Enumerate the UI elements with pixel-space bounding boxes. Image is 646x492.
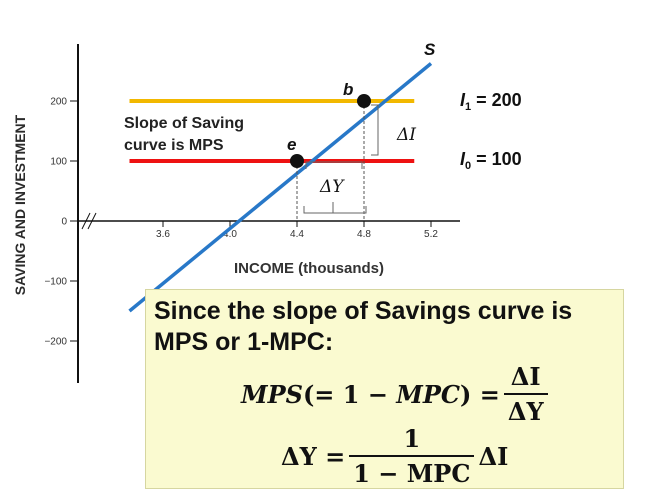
i1-line-label: I1 = 200 (460, 90, 522, 113)
slope-note-line-2: curve is MPS (124, 137, 224, 154)
y-tick-label: 100 (50, 157, 67, 168)
eq1-lhs: MPS (241, 379, 303, 409)
x-tick-label: 5.2 (424, 229, 438, 240)
delta-i-bracket (371, 104, 379, 156)
x-tick-label: 3.6 (156, 229, 170, 240)
eq1-close: ) = (460, 379, 500, 409)
x-tick-label: 4.0 (223, 229, 237, 240)
saving-curve (128, 62, 433, 313)
y-tick-label: −100 (44, 277, 67, 288)
formula-box: Since the slope of Savings curve is MPS … (145, 289, 624, 489)
eq2-lhs: ΔY = (281, 441, 346, 471)
i0-line-label: I0 = 100 (460, 149, 522, 172)
eq1-fraction: ΔI ΔY (503, 362, 548, 426)
eq2-denominator: 1 − MPC (349, 455, 475, 488)
eq2-rhs: ΔI (478, 441, 509, 471)
eq2-fraction: 1 1 − MPC (349, 424, 475, 488)
eq1-paren: (= 1 − (302, 379, 397, 409)
delta-i-label: ΔI (396, 125, 416, 145)
x-tick-label: 4.4 (290, 229, 304, 240)
eq2-numerator: 1 (403, 424, 421, 453)
eq1-mpc: MPC (396, 379, 461, 409)
y-ticks: 200 100 0 −100 −200 (44, 97, 78, 348)
formula-heading: Since the slope of Savings curve is MPS … (154, 297, 573, 356)
x-tick-label: 4.8 (357, 229, 371, 240)
delta-y-label: ΔY (319, 177, 345, 197)
y-axis-label: SAVING AND INVESTMENT (12, 114, 28, 295)
axis-break-mark (81, 212, 97, 230)
point-b-label: b (343, 80, 353, 99)
y-tick-label: 200 (50, 97, 67, 108)
delta-y-bracket-bottom (303, 202, 367, 214)
delta-y-bracket-top (305, 161, 363, 169)
eq1-numerator: ΔI (510, 362, 541, 391)
x-axis-label: INCOME (thousands) (234, 260, 384, 277)
y-tick-label: 0 (61, 217, 67, 228)
slope-note-line-1: Slope of Saving (124, 115, 244, 132)
equation-mps: MPS (= 1 − MPC ) = ΔI ΔY (241, 362, 552, 426)
point-b (357, 94, 371, 108)
y-tick-label: −200 (44, 337, 67, 348)
point-e (290, 154, 304, 168)
saving-curve-label: S (424, 40, 436, 59)
x-ticks: 3.6 4.0 4.4 4.8 5.2 (156, 221, 438, 240)
point-e-label: e (287, 135, 296, 154)
equation-delta-y: ΔY = 1 1 − MPC ΔI (281, 424, 508, 488)
eq1-denominator: ΔY (503, 393, 548, 426)
